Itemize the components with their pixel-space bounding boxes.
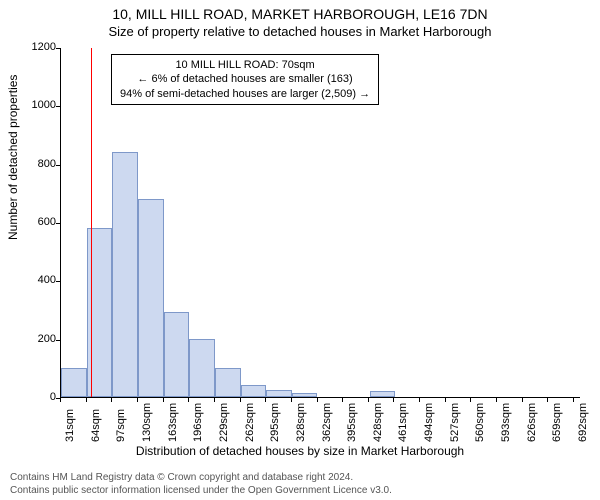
x-tick-label: 527sqm bbox=[449, 403, 461, 442]
y-tick-mark bbox=[56, 106, 60, 107]
x-tick-mark bbox=[470, 398, 471, 402]
x-tick-label: 64sqm bbox=[90, 409, 102, 442]
x-tick-label: 362sqm bbox=[321, 403, 333, 442]
x-tick-label: 494sqm bbox=[423, 403, 435, 442]
y-tick-label: 200 bbox=[16, 333, 56, 345]
y-tick-mark bbox=[56, 165, 60, 166]
marker-line bbox=[91, 48, 92, 397]
annotation-line1: 10 MILL HILL ROAD: 70sqm bbox=[120, 58, 370, 72]
x-tick-mark bbox=[291, 398, 292, 402]
x-tick-mark bbox=[188, 398, 189, 402]
x-tick-mark bbox=[393, 398, 394, 402]
x-tick-label: 262sqm bbox=[244, 403, 256, 442]
x-tick-label: 626sqm bbox=[526, 403, 538, 442]
x-tick-label: 328sqm bbox=[295, 403, 307, 442]
y-tick-mark bbox=[56, 340, 60, 341]
x-tick-label: 461sqm bbox=[397, 403, 409, 442]
annotation-line2: ← 6% of detached houses are smaller (163… bbox=[120, 72, 370, 86]
y-tick-label: 600 bbox=[16, 216, 56, 228]
x-tick-mark bbox=[60, 398, 61, 402]
x-tick-label: 163sqm bbox=[167, 403, 179, 442]
x-tick-label: 560sqm bbox=[474, 403, 486, 442]
title-subtitle: Size of property relative to detached ho… bbox=[0, 24, 600, 39]
histogram-bar bbox=[112, 152, 138, 397]
x-axis-title: Distribution of detached houses by size … bbox=[0, 444, 600, 458]
histogram-bar bbox=[215, 368, 241, 397]
x-tick-mark bbox=[137, 398, 138, 402]
x-tick-label: 229sqm bbox=[218, 403, 230, 442]
x-tick-label: 692sqm bbox=[577, 403, 589, 442]
x-tick-mark bbox=[86, 398, 87, 402]
histogram-bar bbox=[266, 390, 292, 397]
histogram-bar bbox=[164, 312, 190, 397]
x-tick-label: 659sqm bbox=[551, 403, 563, 442]
y-tick-mark bbox=[56, 281, 60, 282]
y-tick-label: 800 bbox=[16, 158, 56, 170]
histogram-bar bbox=[189, 339, 215, 397]
x-tick-mark bbox=[496, 398, 497, 402]
x-tick-mark bbox=[419, 398, 420, 402]
x-tick-mark bbox=[317, 398, 318, 402]
y-tick-label: 400 bbox=[16, 274, 56, 286]
plot-area: 10 MILL HILL ROAD: 70sqm ← 6% of detache… bbox=[60, 48, 580, 398]
x-tick-mark bbox=[214, 398, 215, 402]
histogram-bar bbox=[61, 368, 87, 397]
x-tick-mark bbox=[573, 398, 574, 402]
histogram-bar bbox=[292, 393, 318, 397]
x-tick-label: 196sqm bbox=[192, 403, 204, 442]
chart-container: 10, MILL HILL ROAD, MARKET HARBOROUGH, L… bbox=[0, 0, 600, 500]
x-tick-label: 395sqm bbox=[346, 403, 358, 442]
footer-attribution: Contains HM Land Registry data © Crown c… bbox=[10, 472, 392, 497]
annotation-line3: 94% of semi-detached houses are larger (… bbox=[120, 87, 370, 101]
x-tick-mark bbox=[445, 398, 446, 402]
footer-line1: Contains HM Land Registry data © Crown c… bbox=[10, 472, 392, 485]
x-tick-mark bbox=[522, 398, 523, 402]
x-tick-label: 295sqm bbox=[269, 403, 281, 442]
histogram-bar bbox=[241, 385, 267, 397]
x-tick-mark bbox=[547, 398, 548, 402]
x-tick-mark bbox=[240, 398, 241, 402]
annotation-box: 10 MILL HILL ROAD: 70sqm ← 6% of detache… bbox=[111, 54, 379, 105]
x-tick-mark bbox=[163, 398, 164, 402]
x-tick-label: 130sqm bbox=[141, 403, 153, 442]
x-tick-label: 97sqm bbox=[115, 409, 127, 442]
x-tick-mark bbox=[368, 398, 369, 402]
histogram-bar bbox=[370, 391, 396, 397]
histogram-bar bbox=[138, 199, 164, 397]
x-tick-mark bbox=[111, 398, 112, 402]
y-tick-label: 0 bbox=[16, 391, 56, 403]
title-address: 10, MILL HILL ROAD, MARKET HARBOROUGH, L… bbox=[0, 6, 600, 22]
x-tick-label: 31sqm bbox=[64, 409, 76, 442]
y-tick-mark bbox=[56, 48, 60, 49]
x-tick-mark bbox=[342, 398, 343, 402]
x-tick-label: 593sqm bbox=[500, 403, 512, 442]
y-tick-label: 1200 bbox=[16, 41, 56, 53]
y-tick-label: 1000 bbox=[16, 99, 56, 111]
x-tick-mark bbox=[265, 398, 266, 402]
y-tick-mark bbox=[56, 223, 60, 224]
x-tick-label: 428sqm bbox=[372, 403, 384, 442]
footer-line2: Contains public sector information licen… bbox=[10, 485, 392, 498]
